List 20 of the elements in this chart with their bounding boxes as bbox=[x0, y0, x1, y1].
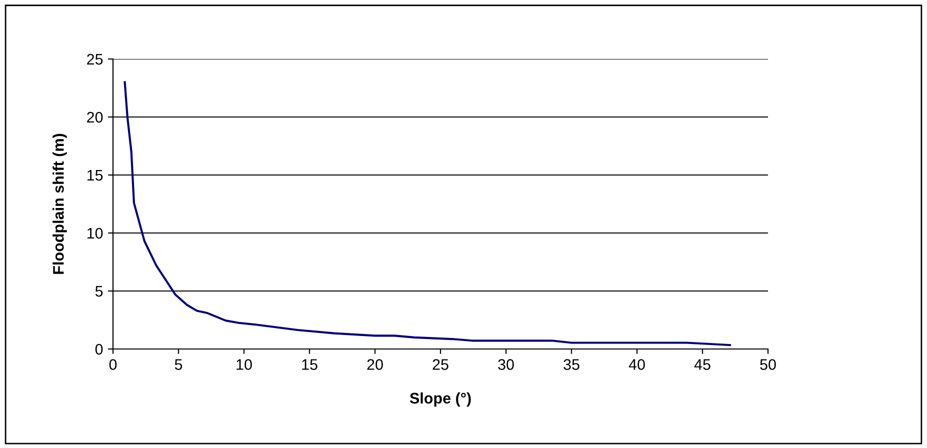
x-tick-label: 45 bbox=[694, 359, 710, 370]
x-tick-label: 0 bbox=[109, 359, 117, 370]
y-axis-title: Floodplain shift (m) bbox=[52, 134, 67, 274]
x-axis-title: Slope (°) bbox=[410, 392, 471, 407]
y-tick-label: 5 bbox=[95, 286, 103, 297]
y-tick-label: 0 bbox=[95, 344, 103, 355]
y-tick-label: 10 bbox=[87, 228, 103, 239]
x-tick-label: 10 bbox=[236, 359, 252, 370]
x-tick-label: 30 bbox=[498, 359, 514, 370]
y-tick-label: 20 bbox=[87, 112, 103, 123]
x-tick-label: 20 bbox=[367, 359, 383, 370]
x-tick-label: 40 bbox=[628, 359, 645, 370]
x-tick-label: 35 bbox=[564, 359, 580, 370]
x-tick-label: 50 bbox=[760, 359, 776, 370]
y-tick-label: 15 bbox=[87, 170, 103, 181]
x-tick-label: 15 bbox=[302, 359, 318, 370]
x-tick-label: 5 bbox=[174, 359, 182, 370]
y-tick-label: 25 bbox=[87, 54, 103, 65]
x-tick-label: 25 bbox=[432, 359, 448, 370]
line-series bbox=[124, 81, 732, 346]
